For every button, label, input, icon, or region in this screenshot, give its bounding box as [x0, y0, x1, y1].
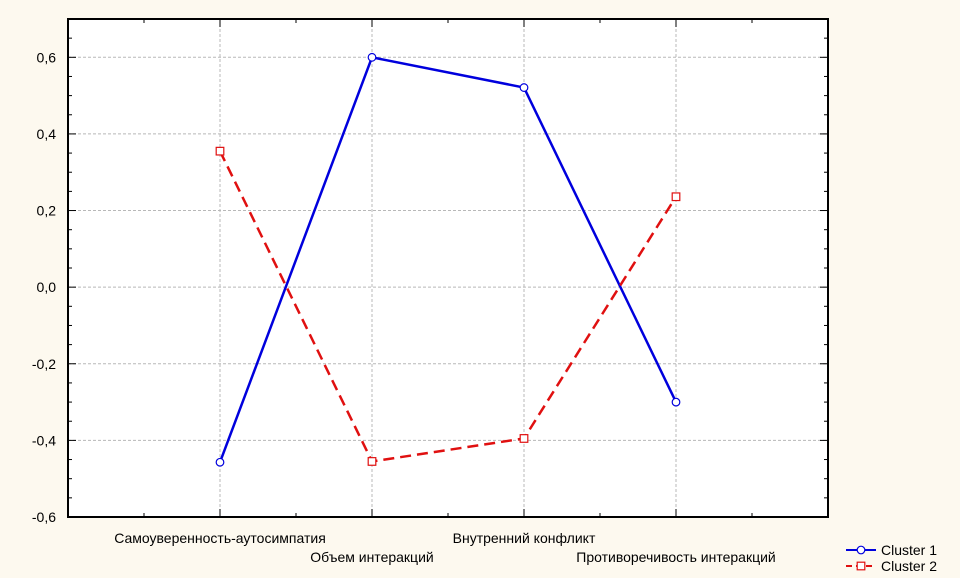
series-line [218, 150, 678, 463]
legend-marker [856, 545, 866, 555]
data-point [367, 457, 377, 466]
x-tick-label: Объем интеракций [310, 549, 433, 565]
y-tick-label: -0,4 [32, 432, 56, 448]
axis-ticks [68, 18, 828, 518]
series-layer [215, 52, 681, 467]
data-point [519, 83, 529, 92]
data-point [367, 52, 377, 62]
x-tick-label: Внутренний конфликт [453, 530, 596, 546]
y-tick-label: 0,2 [37, 203, 57, 219]
y-tick-label: -0,2 [32, 356, 56, 372]
legend-marker [856, 561, 866, 571]
x-tick-label: Противоречивость интеракций [576, 549, 775, 565]
data-point [215, 457, 225, 467]
legend-label: Cluster 2 [881, 558, 937, 574]
legend-entry: Cluster 1 [846, 542, 937, 558]
series-line [218, 55, 678, 463]
grid-lines [68, 19, 828, 517]
legend-entry: Cluster 2 [846, 558, 937, 574]
data-point [671, 192, 681, 202]
y-tick-label: -0,6 [32, 509, 56, 525]
legend-label: Cluster 1 [881, 542, 937, 558]
y-tick-label: 0,4 [37, 126, 57, 142]
y-tick-label: 0,0 [37, 279, 57, 295]
y-tick-label: 0,6 [37, 49, 57, 65]
plot-area [68, 19, 828, 517]
data-point [519, 434, 529, 443]
y-axis-tick-labels: -0,6 -0,4 -0,2 0,0 0,2 0,4 0,6 [32, 49, 56, 525]
series-1 [215, 52, 681, 467]
series-2 [215, 146, 681, 466]
data-point [215, 146, 225, 156]
x-tick-label: Самоуверенность-аутосимпатия [114, 530, 326, 546]
data-point [671, 397, 681, 407]
x-axis-tick-labels: Самоуверенность-аутосимпатия Объем интера… [114, 530, 776, 565]
